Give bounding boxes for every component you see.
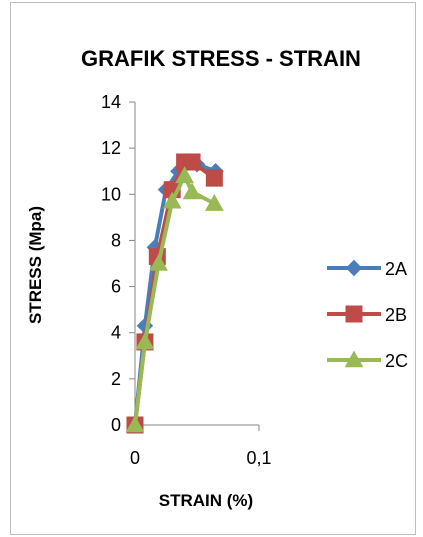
legend-label: 2C — [385, 351, 408, 371]
x-tick-label: 0,1 — [246, 448, 271, 468]
y-tick-label: 0 — [111, 415, 121, 435]
axes — [129, 101, 260, 431]
legend-entry-2A: 2A — [327, 259, 407, 279]
legend-entry-2B: 2B — [327, 305, 407, 325]
series-2C — [125, 166, 224, 433]
x-tick-label: 0 — [130, 448, 140, 468]
y-tick-label: 4 — [111, 323, 121, 343]
data-point — [125, 415, 145, 433]
legend-label: 2A — [385, 259, 407, 279]
data-point — [182, 182, 202, 200]
legend-entry-2C: 2C — [327, 350, 408, 371]
data-point — [135, 332, 155, 350]
y-tick-label: 12 — [101, 138, 121, 158]
data-point — [205, 169, 223, 187]
series-layer — [125, 153, 224, 434]
tick-labels: 0 2 4 6 8 10 12 14 0 0,1 — [101, 92, 272, 468]
data-point — [183, 153, 201, 171]
chart-title: GRAFIK STRESS - STRAIN — [81, 46, 361, 71]
data-point — [205, 193, 224, 211]
legend-marker — [344, 350, 364, 368]
y-axis-title: STRESS (Mpa) — [26, 206, 45, 324]
y-tick-label: 14 — [101, 92, 121, 112]
legend-label: 2B — [385, 305, 407, 325]
data-point — [149, 253, 168, 271]
data-point — [162, 191, 182, 209]
legend-marker — [345, 305, 363, 323]
data-point — [175, 166, 194, 184]
legend: 2A 2B 2C — [327, 259, 408, 371]
y-tick-label: 2 — [111, 369, 121, 389]
y-tick-label: 6 — [111, 277, 121, 297]
y-tick-label: 10 — [101, 184, 121, 204]
legend-marker — [345, 259, 363, 277]
chart-frame: GRAFIK STRESS - STRAIN STRESS (Mpa) STRA… — [10, 2, 416, 535]
x-axis-title: STRAIN (%) — [159, 491, 253, 510]
stress-strain-chart: GRAFIK STRESS - STRAIN STRESS (Mpa) STRA… — [26, 46, 408, 510]
y-tick-label: 8 — [111, 230, 121, 250]
